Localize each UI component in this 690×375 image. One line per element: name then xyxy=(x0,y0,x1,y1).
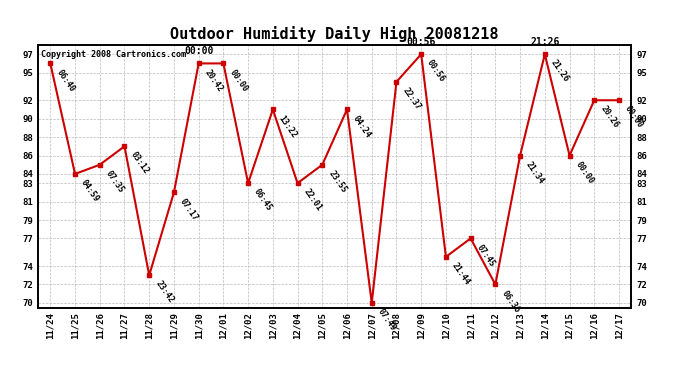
Text: 00:56: 00:56 xyxy=(425,58,447,84)
Text: 21:34: 21:34 xyxy=(524,160,546,185)
Text: 07:17: 07:17 xyxy=(178,196,200,222)
Text: 07:35: 07:35 xyxy=(104,169,126,195)
Text: 00:00: 00:00 xyxy=(228,68,249,93)
Text: 07:45: 07:45 xyxy=(475,243,497,268)
Text: 21:26: 21:26 xyxy=(549,58,571,84)
Text: 00:00: 00:00 xyxy=(573,160,595,185)
Text: 00:00: 00:00 xyxy=(623,104,645,130)
Text: 13:22: 13:22 xyxy=(277,114,299,139)
Text: 00:00: 00:00 xyxy=(184,46,213,57)
Text: 00:56: 00:56 xyxy=(406,37,436,47)
Text: 20:26: 20:26 xyxy=(598,104,620,130)
Text: 23:42: 23:42 xyxy=(153,279,175,305)
Text: 21:44: 21:44 xyxy=(450,261,472,286)
Text: 20:42: 20:42 xyxy=(203,68,224,93)
Text: 03:12: 03:12 xyxy=(128,150,150,176)
Text: 23:55: 23:55 xyxy=(326,169,348,195)
Text: 06:45: 06:45 xyxy=(253,188,274,213)
Text: Copyright 2008 Cartronics.com: Copyright 2008 Cartronics.com xyxy=(41,50,186,59)
Text: 22:01: 22:01 xyxy=(302,188,324,213)
Text: 06:40: 06:40 xyxy=(55,68,76,93)
Title: Outdoor Humidity Daily High 20081218: Outdoor Humidity Daily High 20081218 xyxy=(170,27,499,42)
Text: 07:49: 07:49 xyxy=(376,307,397,333)
Text: 22:37: 22:37 xyxy=(401,86,422,112)
Text: 06:36: 06:36 xyxy=(500,289,521,314)
Text: 04:24: 04:24 xyxy=(351,114,373,139)
Text: 04:59: 04:59 xyxy=(79,178,101,204)
Text: 21:26: 21:26 xyxy=(530,37,560,47)
